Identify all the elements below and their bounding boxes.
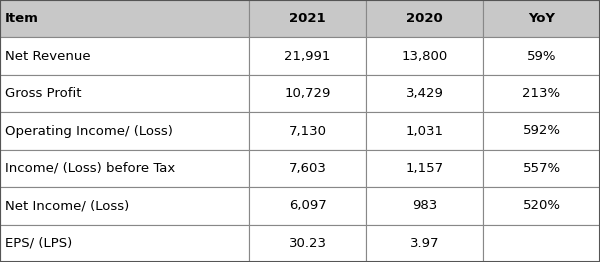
Bar (483, 37, 600, 75)
Bar (366, 150, 483, 187)
Text: 592%: 592% (523, 124, 560, 138)
Bar (249, 225, 366, 262)
Text: 3.97: 3.97 (410, 237, 439, 250)
Bar (0, 37, 249, 75)
Bar (249, 37, 366, 75)
Text: 7,603: 7,603 (289, 162, 326, 175)
Text: 6,097: 6,097 (289, 199, 326, 212)
Bar (366, 0, 483, 37)
Bar (0, 0, 249, 37)
Text: 2021: 2021 (289, 12, 326, 25)
Text: 520%: 520% (523, 199, 560, 212)
Text: EPS/ (LPS): EPS/ (LPS) (5, 237, 72, 250)
Text: 30.23: 30.23 (289, 237, 326, 250)
Text: Gross Profit: Gross Profit (5, 87, 82, 100)
Text: 10,729: 10,729 (284, 87, 331, 100)
Text: 213%: 213% (523, 87, 560, 100)
Text: Net Income/ (Loss): Net Income/ (Loss) (5, 199, 129, 212)
Bar (483, 0, 600, 37)
Text: 21,991: 21,991 (284, 50, 331, 63)
Bar (249, 75, 366, 112)
Bar (366, 75, 483, 112)
Bar (249, 150, 366, 187)
Bar (0, 225, 249, 262)
Text: YoY: YoY (528, 12, 555, 25)
Bar (483, 150, 600, 187)
Bar (0, 112, 249, 150)
Text: Net Revenue: Net Revenue (5, 50, 91, 63)
Text: 557%: 557% (523, 162, 560, 175)
Bar (366, 225, 483, 262)
Text: 59%: 59% (527, 50, 556, 63)
Text: 1,031: 1,031 (406, 124, 443, 138)
Bar (483, 187, 600, 225)
Bar (249, 187, 366, 225)
Bar (249, 112, 366, 150)
Text: 7,130: 7,130 (289, 124, 326, 138)
Bar (0, 187, 249, 225)
Text: Operating Income/ (Loss): Operating Income/ (Loss) (5, 124, 173, 138)
Text: 13,800: 13,800 (401, 50, 448, 63)
Bar (366, 37, 483, 75)
Text: 983: 983 (412, 199, 437, 212)
Text: Item: Item (5, 12, 38, 25)
Text: 1,157: 1,157 (406, 162, 443, 175)
Bar (249, 0, 366, 37)
Bar (366, 187, 483, 225)
Bar (483, 112, 600, 150)
Text: 3,429: 3,429 (406, 87, 443, 100)
Bar (0, 75, 249, 112)
Bar (483, 75, 600, 112)
Bar (0, 150, 249, 187)
Bar (483, 225, 600, 262)
Bar (366, 112, 483, 150)
Text: 2020: 2020 (406, 12, 443, 25)
Text: Income/ (Loss) before Tax: Income/ (Loss) before Tax (5, 162, 175, 175)
